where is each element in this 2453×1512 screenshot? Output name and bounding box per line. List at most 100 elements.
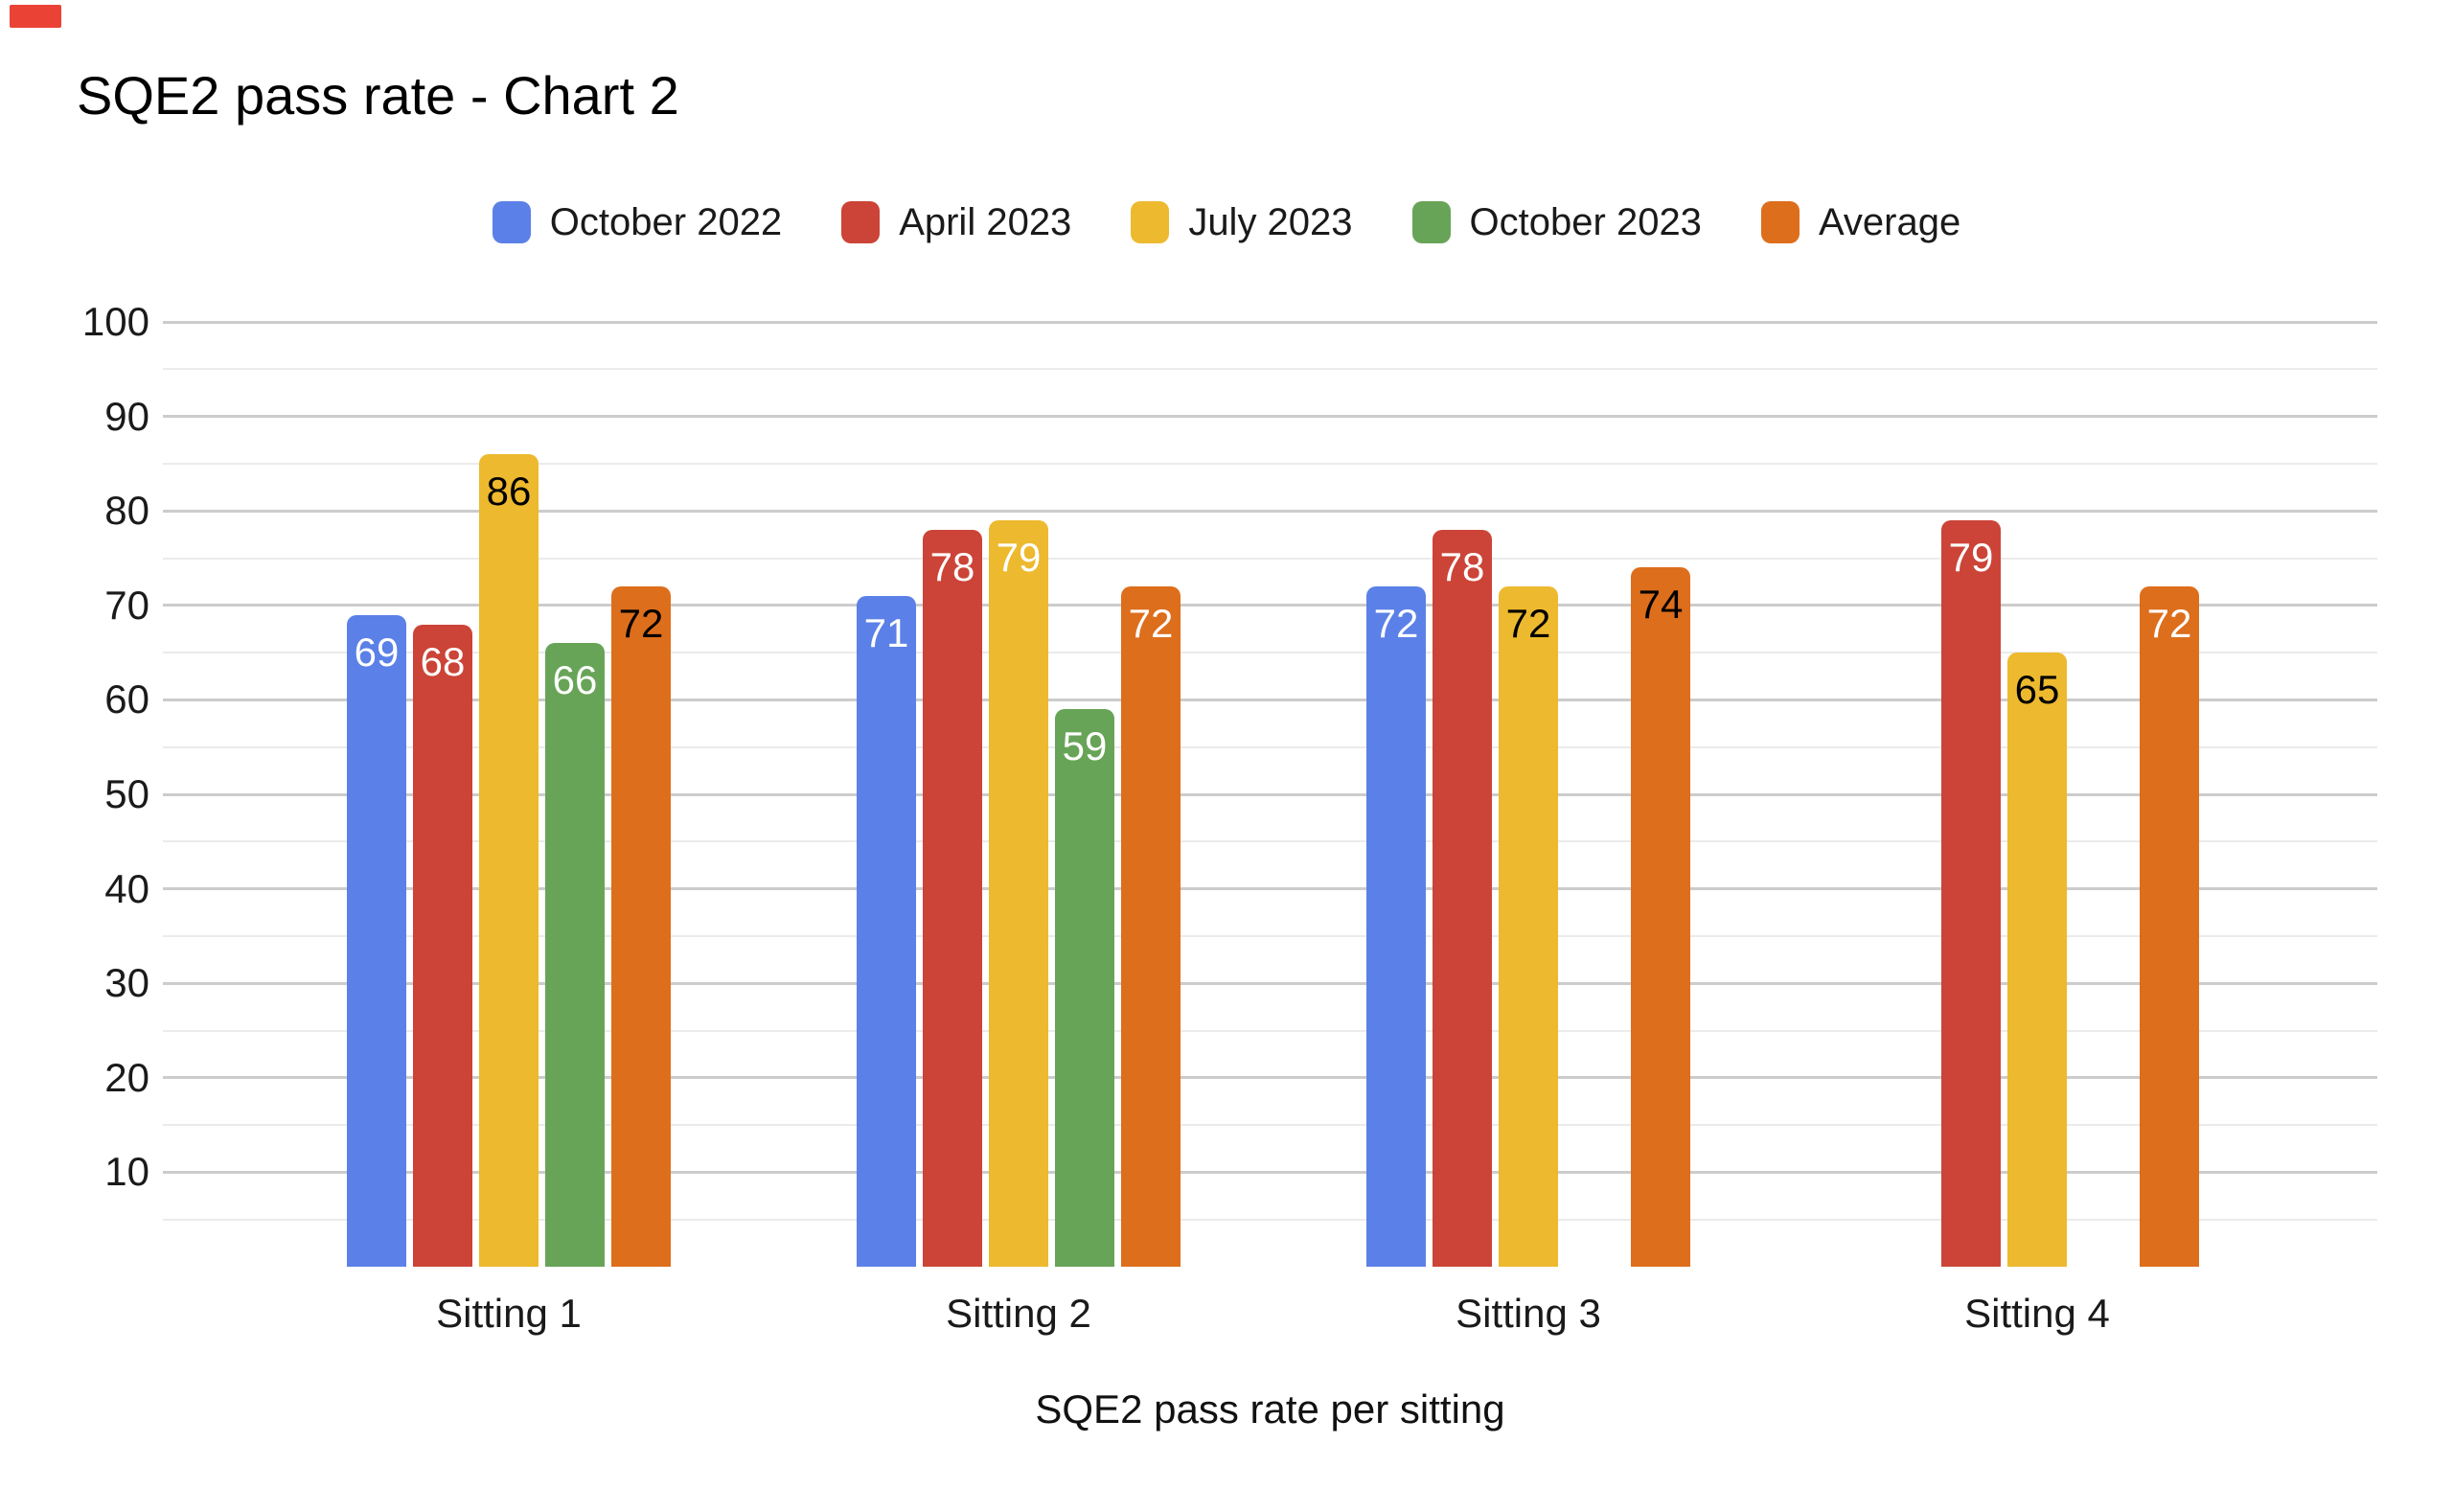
- minor-gridline: [163, 840, 2377, 843]
- y-tick-label: 50: [104, 771, 149, 816]
- bar-slot: 72: [1499, 322, 1558, 1267]
- bar-slot: 66: [545, 322, 605, 1267]
- bar-slot: 69: [347, 322, 406, 1267]
- bar-slot: 65: [2007, 322, 2067, 1267]
- bar: 86: [479, 454, 539, 1267]
- plot-area: 69 68 86 66 72 71 78 79 59 72 72 78 72 74 79 65 72: [163, 320, 2377, 1267]
- major-gridline: [163, 1076, 2377, 1080]
- y-tick-label: 70: [104, 582, 149, 628]
- major-gridline: [163, 415, 2377, 419]
- bar-value-label: 72: [618, 601, 664, 647]
- bar: 72: [611, 586, 671, 1267]
- bar: 72: [1121, 586, 1181, 1267]
- y-tick-label: 60: [104, 676, 149, 722]
- bar-group: 71 78 79 59 72: [857, 322, 1181, 1267]
- legend-item: July 2023: [1131, 201, 1353, 243]
- bar-slot: 79: [989, 322, 1048, 1267]
- legend-item: October 2023: [1411, 201, 1702, 243]
- bar: 69: [347, 614, 406, 1267]
- bar-slot: 72: [611, 322, 671, 1267]
- bar-slot: 78: [1433, 322, 1492, 1267]
- minor-gridline: [163, 1124, 2377, 1127]
- legend-item-label: October 2023: [1469, 201, 1702, 243]
- bar-value-label: 59: [1062, 723, 1108, 769]
- bar-group: 69 68 86 66 72: [347, 322, 671, 1267]
- minor-gridline: [163, 368, 2377, 371]
- major-gridline: [163, 887, 2377, 891]
- legend-item-label: Average: [1818, 201, 1961, 243]
- major-gridline: [163, 981, 2377, 985]
- bar-value-label: 68: [420, 638, 466, 684]
- legend-swatch: [492, 201, 531, 243]
- bar-slot: 86: [479, 322, 539, 1267]
- bar-value-label: 72: [1373, 601, 1419, 647]
- bar-value-label: 72: [1505, 601, 1551, 647]
- bar-value-label: 78: [929, 543, 975, 589]
- legend-item-label: October 2022: [549, 201, 783, 243]
- y-tick-label: 20: [104, 1054, 149, 1100]
- bar: 79: [989, 520, 1048, 1267]
- major-gridline: [163, 320, 2377, 324]
- bar-group: 72 78 72 74: [1366, 322, 1690, 1267]
- bar: 72: [2140, 586, 2199, 1267]
- y-tick-label: 30: [104, 960, 149, 1006]
- bar-value-label: 65: [2014, 667, 2060, 713]
- y-tick-label: 10: [104, 1149, 149, 1195]
- y-tick-label: 100: [81, 299, 149, 344]
- bar-slot: 74: [1631, 322, 1690, 1267]
- x-tick-label: Sitting 1: [436, 1291, 582, 1336]
- bar-slot: 71: [857, 322, 916, 1267]
- bar-slot: [1565, 322, 1624, 1267]
- legend-swatch: [1411, 201, 1451, 243]
- x-axis: Sitting 1 Sitting 2 Sitting 3 Sitting 4: [163, 1294, 2377, 1351]
- minor-gridline: [163, 557, 2377, 560]
- y-tick-label: 80: [104, 488, 149, 534]
- bar-value-label: 79: [996, 535, 1042, 581]
- legend-swatch: [1760, 201, 1800, 243]
- major-gridline: [163, 604, 2377, 607]
- major-gridline: [163, 1170, 2377, 1174]
- major-gridline: [163, 698, 2377, 701]
- bar: 72: [1499, 586, 1558, 1267]
- legend-item: Average: [1760, 201, 1961, 243]
- bar-slot: [2074, 322, 2133, 1267]
- bar: 79: [1941, 520, 2001, 1267]
- minor-gridline: [163, 934, 2377, 937]
- bar-slot: 72: [1366, 322, 1426, 1267]
- legend-swatch: [1131, 201, 1170, 243]
- bar: 71: [857, 595, 916, 1267]
- bar-slot: 72: [1121, 322, 1181, 1267]
- bar: 78: [923, 529, 982, 1267]
- bar-slot: 68: [413, 322, 472, 1267]
- major-gridline: [163, 792, 2377, 796]
- bar: 72: [1366, 586, 1426, 1267]
- chart-title: SQE2 pass rate - Chart 2: [77, 65, 679, 126]
- x-axis-title: SQE2 pass rate per sitting: [1035, 1386, 1505, 1432]
- legend-swatch: [841, 201, 881, 243]
- bar-value-label: 79: [1948, 535, 1994, 581]
- bar-value-label: 72: [1128, 601, 1174, 647]
- y-axis: 10 20 30 40 50 60 70 80 90 100: [0, 302, 149, 1267]
- bar: 78: [1433, 529, 1492, 1267]
- minor-gridline: [163, 745, 2377, 748]
- x-tick-label: Sitting 4: [1964, 1291, 2110, 1336]
- bar: 74: [1631, 567, 1690, 1267]
- bar-value-label: 69: [354, 629, 400, 675]
- bar-value-label: 86: [486, 469, 532, 515]
- legend-item-label: April 2023: [899, 201, 1072, 243]
- minor-gridline: [163, 462, 2377, 465]
- bar-value-label: 66: [552, 657, 598, 703]
- bar-slot: 59: [1055, 322, 1114, 1267]
- bar-slot: 78: [923, 322, 982, 1267]
- legend: October 2022 April 2023 July 2023 October 2…: [0, 201, 2453, 243]
- major-gridline: [163, 509, 2377, 513]
- minor-gridline: [163, 1218, 2377, 1221]
- legend-item: April 2023: [841, 201, 1071, 243]
- y-tick-label: 40: [104, 865, 149, 911]
- x-tick-label: Sitting 2: [946, 1291, 1091, 1336]
- screen-capture-marker: [10, 5, 61, 28]
- bar-slot: 79: [1941, 322, 2001, 1267]
- x-tick-label: Sitting 3: [1456, 1291, 1601, 1336]
- bar-value-label: 72: [2146, 601, 2192, 647]
- bar: 59: [1055, 709, 1114, 1267]
